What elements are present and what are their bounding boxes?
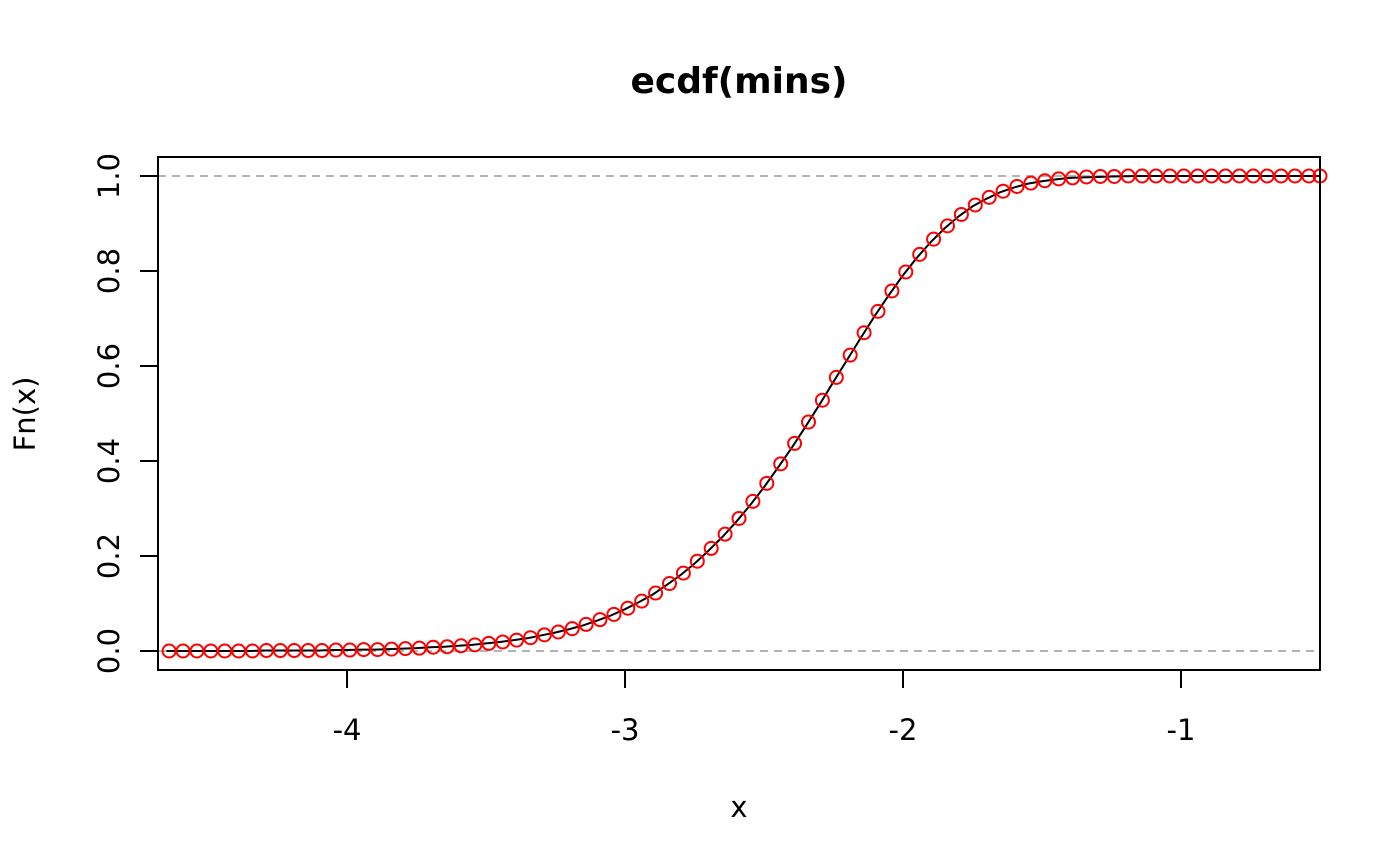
ecdf-points-group [161, 168, 1328, 659]
ecdf-point [1009, 178, 1025, 194]
ecdf-point [800, 414, 816, 430]
x-tick-label: -1 [1167, 713, 1196, 747]
ecdf-point [620, 600, 636, 616]
ecdf-point [953, 206, 969, 222]
ecdf-point [814, 392, 830, 408]
ecdf-point [467, 637, 483, 653]
y-tick-label: 0.8 [92, 248, 126, 294]
ecdf-point [564, 621, 580, 637]
ecdf-point [592, 612, 608, 628]
ecdf-point [523, 630, 539, 646]
ecdf-point [967, 197, 983, 213]
y-tick-label: 0.4 [92, 438, 126, 484]
plot-frame [157, 156, 1321, 671]
ecdf-point [703, 540, 719, 556]
ecdf-point [717, 526, 733, 542]
ecdf-line-group [166, 175, 1320, 652]
ecdf-point [509, 632, 525, 648]
ecdf-point [745, 493, 761, 509]
y-tick-label: 0.6 [92, 343, 126, 389]
chart-title: ecdf(mins) [630, 61, 847, 102]
reference-lines [158, 175, 1320, 652]
ecdf-point [870, 303, 886, 319]
ecdf-point [536, 627, 552, 643]
ecdf-point [550, 624, 566, 640]
ecdf-point [926, 231, 942, 247]
ecdf-point [884, 283, 900, 299]
ecdf-point [606, 606, 622, 622]
ecdf-point [856, 325, 872, 341]
ecdf-line [166, 175, 1320, 652]
x-axis: -4 -3 -2 -1 [333, 670, 1196, 747]
ecdf-point [731, 510, 747, 526]
ecdf-point [1301, 168, 1317, 184]
ecdf-point [1037, 173, 1053, 189]
ecdf-point [939, 218, 955, 234]
ecdf-point [842, 347, 858, 363]
ecdf-point [481, 635, 497, 651]
ecdf-point [634, 593, 650, 609]
ecdf-point [495, 634, 511, 650]
ecdf-point [898, 264, 914, 280]
ecdf-point [912, 246, 928, 262]
ecdf-point [787, 435, 803, 451]
y-tick-label: 0.0 [92, 628, 126, 674]
y-axis-label: Fn(x) [8, 377, 42, 452]
y-tick-label: 1.0 [92, 153, 126, 199]
ecdf-point [578, 616, 594, 632]
x-tick-label: -4 [333, 713, 362, 747]
x-tick-label: -2 [889, 713, 918, 747]
y-tick-label: 0.2 [92, 533, 126, 579]
x-axis-label: x [730, 790, 747, 824]
ecdf-point [1023, 175, 1039, 191]
ecdf-point [995, 183, 1011, 199]
ecdf-point [648, 585, 664, 601]
ecdf-point [689, 553, 705, 569]
y-axis: 0.0 0.2 0.4 0.6 0.8 1.0 [92, 153, 158, 674]
x-tick-label: -3 [611, 713, 640, 747]
ecdf-point [662, 576, 678, 592]
ecdf-point [981, 189, 997, 205]
ecdf-point [773, 456, 789, 472]
ecdf-point [675, 565, 691, 581]
ecdf-point [828, 369, 844, 385]
ecdf-point [759, 475, 775, 491]
